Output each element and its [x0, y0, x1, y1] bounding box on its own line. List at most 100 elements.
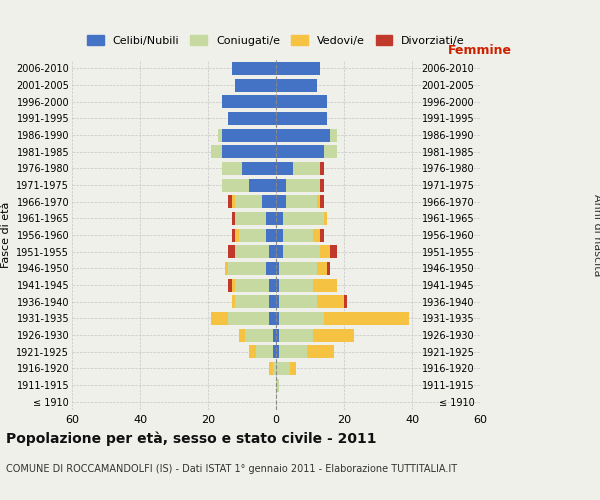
Bar — [235, 245, 276, 258]
Bar — [235, 212, 276, 225]
Bar — [276, 195, 317, 208]
Bar — [218, 128, 276, 141]
Bar — [276, 95, 327, 108]
Bar — [266, 262, 276, 275]
Bar — [249, 345, 276, 358]
Bar — [276, 95, 327, 108]
Bar — [229, 112, 276, 125]
Bar — [276, 128, 337, 141]
Bar — [232, 295, 276, 308]
Bar — [232, 212, 276, 225]
Bar — [221, 95, 276, 108]
Bar — [276, 128, 337, 141]
Bar — [235, 78, 276, 92]
Bar — [266, 212, 276, 225]
Bar — [276, 212, 323, 225]
Bar — [276, 145, 337, 158]
Bar — [239, 328, 276, 342]
Bar — [225, 262, 276, 275]
Bar — [229, 278, 276, 291]
Bar — [229, 195, 276, 208]
Bar — [229, 262, 276, 275]
Bar — [276, 112, 327, 125]
Y-axis label: Fasce di età: Fasce di età — [1, 202, 11, 268]
Bar — [221, 178, 276, 192]
Bar — [276, 145, 337, 158]
Bar — [276, 178, 286, 192]
Text: Femmine: Femmine — [448, 44, 512, 57]
Bar — [221, 145, 276, 158]
Bar — [221, 162, 276, 175]
Bar — [276, 345, 280, 358]
Bar — [276, 178, 320, 192]
Bar — [229, 312, 276, 325]
Bar — [232, 62, 276, 75]
Bar — [276, 195, 320, 208]
Bar — [211, 312, 276, 325]
Bar — [276, 295, 317, 308]
Bar — [276, 112, 327, 125]
Bar — [276, 362, 290, 375]
Bar — [235, 78, 276, 92]
Bar — [276, 262, 327, 275]
Bar — [232, 295, 276, 308]
Bar — [276, 78, 317, 92]
Bar — [276, 295, 280, 308]
Bar — [276, 328, 313, 342]
Bar — [276, 328, 280, 342]
Bar — [269, 245, 276, 258]
Bar — [276, 328, 354, 342]
Bar — [276, 145, 337, 158]
Bar — [239, 328, 276, 342]
Bar — [276, 62, 320, 75]
Bar — [276, 362, 296, 375]
Bar — [269, 278, 276, 291]
Bar — [276, 145, 323, 158]
Bar — [221, 95, 276, 108]
Bar — [229, 112, 276, 125]
Bar — [221, 162, 276, 175]
Bar — [276, 178, 320, 192]
Bar — [272, 345, 276, 358]
Bar — [211, 145, 276, 158]
Bar — [235, 195, 276, 208]
Bar — [272, 328, 276, 342]
Bar — [276, 128, 331, 141]
Bar — [272, 362, 276, 375]
Bar — [276, 212, 327, 225]
Bar — [266, 228, 276, 241]
Bar — [235, 278, 276, 291]
Legend: Celibi/Nubili, Coniugati/e, Vedovi/e, Divorziati/e: Celibi/Nubili, Coniugati/e, Vedovi/e, Di… — [83, 30, 469, 50]
Bar — [211, 145, 276, 158]
Bar — [229, 112, 276, 125]
Bar — [245, 328, 276, 342]
Bar — [276, 312, 280, 325]
Bar — [276, 345, 334, 358]
Bar — [235, 245, 276, 258]
Text: Anni di nascita: Anni di nascita — [592, 194, 600, 276]
Bar — [232, 62, 276, 75]
Bar — [276, 178, 323, 192]
Bar — [269, 312, 276, 325]
Bar — [276, 112, 327, 125]
Bar — [276, 378, 280, 392]
Bar — [235, 78, 276, 92]
Bar — [276, 245, 331, 258]
Bar — [235, 212, 276, 225]
Bar — [211, 312, 276, 325]
Bar — [276, 78, 317, 92]
Bar — [276, 228, 323, 241]
Bar — [276, 362, 296, 375]
Bar — [276, 262, 280, 275]
Bar — [276, 278, 280, 291]
Bar — [276, 312, 409, 325]
Bar — [235, 228, 276, 241]
Bar — [232, 228, 276, 241]
Bar — [221, 178, 276, 192]
Bar — [276, 162, 323, 175]
Bar — [221, 95, 276, 108]
Bar — [276, 228, 283, 241]
Bar — [276, 245, 283, 258]
Bar — [276, 128, 337, 141]
Bar — [239, 228, 276, 241]
